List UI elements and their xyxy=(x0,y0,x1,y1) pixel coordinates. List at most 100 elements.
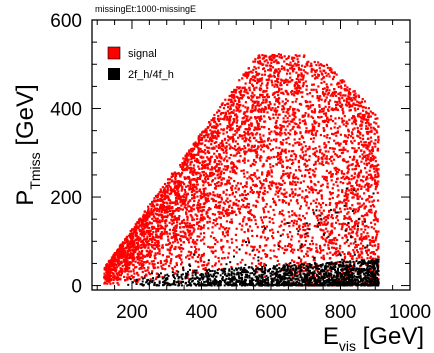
signal-point xyxy=(203,217,206,220)
signal-point xyxy=(226,124,229,128)
signal-point xyxy=(175,263,178,267)
signal-point xyxy=(377,245,380,248)
signal-point xyxy=(336,219,340,222)
signal-point xyxy=(300,135,304,138)
signal-point xyxy=(147,205,150,208)
signal-point xyxy=(235,172,238,175)
signal-point xyxy=(286,83,289,86)
signal-point xyxy=(365,249,368,252)
signal-point xyxy=(305,159,308,163)
signal-point xyxy=(335,247,338,250)
signal-point xyxy=(188,187,191,190)
signal-point xyxy=(213,213,217,216)
signal-point xyxy=(208,220,211,223)
signal-point xyxy=(224,98,227,101)
signal-point xyxy=(357,94,360,98)
signal-point xyxy=(272,181,275,185)
signal-point xyxy=(333,227,336,230)
signal-point xyxy=(330,214,334,217)
signal-point xyxy=(181,181,185,184)
signal-point xyxy=(185,197,188,200)
signal-point xyxy=(310,129,314,132)
signal-point xyxy=(262,150,265,153)
signal-point xyxy=(265,215,268,219)
signal-point xyxy=(148,262,151,265)
signal-point xyxy=(222,190,225,193)
signal-point xyxy=(235,95,239,98)
signal-point xyxy=(172,226,176,229)
signal-point xyxy=(262,183,265,186)
signal-point xyxy=(118,263,121,266)
signal-point xyxy=(193,178,196,181)
signal-point xyxy=(222,233,225,236)
signal-point xyxy=(269,229,272,232)
signal-point xyxy=(323,100,327,103)
signal-point xyxy=(220,178,223,181)
signal-point xyxy=(158,199,161,202)
signal-point xyxy=(113,256,116,259)
signal-point xyxy=(227,139,230,142)
signal-point xyxy=(275,100,278,103)
signal-point xyxy=(310,88,313,91)
signal-point xyxy=(180,250,183,253)
signal-point xyxy=(328,233,331,236)
signal-point xyxy=(183,168,186,172)
signal-point xyxy=(131,253,134,257)
signal-point xyxy=(208,162,211,166)
signal-point xyxy=(333,71,336,74)
signal-point xyxy=(206,126,209,130)
signal-point xyxy=(230,265,233,269)
signal-point xyxy=(256,169,259,172)
signal-point xyxy=(121,247,125,250)
signal-point xyxy=(336,103,339,106)
signal-point xyxy=(322,254,325,257)
signal-point xyxy=(275,133,278,136)
signal-point xyxy=(288,175,291,178)
signal-point xyxy=(159,206,162,209)
signal-point xyxy=(213,136,216,139)
signal-point xyxy=(195,142,199,145)
signal-point xyxy=(283,60,286,63)
signal-point xyxy=(346,89,349,92)
signal-point xyxy=(117,264,120,267)
signal-point xyxy=(334,122,337,125)
signal-point xyxy=(324,203,328,207)
signal-point xyxy=(222,177,226,180)
signal-point xyxy=(371,244,374,248)
signal-point xyxy=(250,219,253,222)
signal-point xyxy=(235,152,238,155)
signal-point xyxy=(207,140,210,143)
signal-point xyxy=(362,117,366,120)
signal-point xyxy=(284,98,288,101)
signal-point xyxy=(249,79,252,82)
signal-point xyxy=(374,156,377,159)
signal-point xyxy=(260,235,263,238)
signal-point xyxy=(116,262,119,265)
signal-point xyxy=(252,103,255,106)
signal-point xyxy=(321,175,324,178)
signal-point xyxy=(208,192,211,195)
signal-point xyxy=(223,227,227,230)
signal-point xyxy=(256,191,259,194)
signal-point xyxy=(260,257,263,260)
signal-point xyxy=(303,114,306,117)
signal-point xyxy=(204,139,207,142)
signal-point xyxy=(216,240,219,243)
signal-point xyxy=(341,266,344,269)
signal-point xyxy=(138,220,141,224)
signal-point xyxy=(365,188,368,191)
signal-point xyxy=(228,137,232,140)
signal-point xyxy=(242,203,245,207)
signal-point xyxy=(253,128,256,132)
signal-point xyxy=(128,243,132,246)
signal-point xyxy=(360,127,363,130)
signal-point xyxy=(234,140,237,143)
signal-point xyxy=(256,121,259,125)
signal-point xyxy=(262,225,266,228)
signal-point xyxy=(322,237,325,240)
signal-point xyxy=(353,225,356,228)
signal-point xyxy=(108,269,111,272)
signal-point xyxy=(215,149,219,153)
signal-point xyxy=(293,118,296,121)
signal-point xyxy=(301,95,304,98)
